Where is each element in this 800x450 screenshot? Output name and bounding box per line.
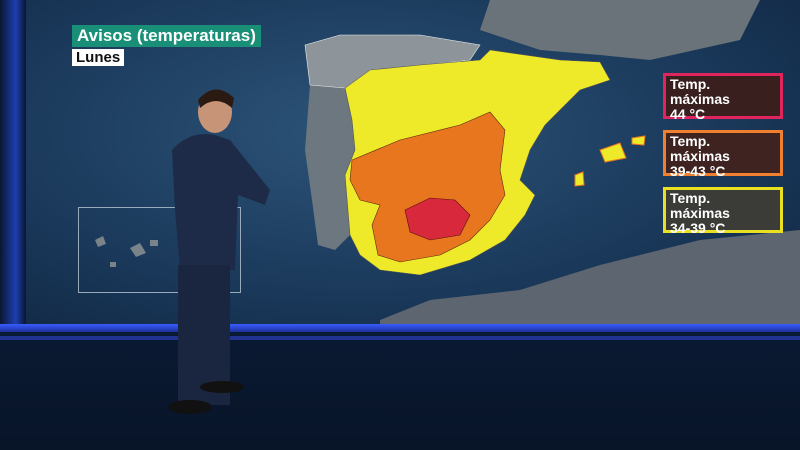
orange-warning-zone: [349, 111, 506, 263]
legend-yellow: Temp. máximas 34-39 °C: [663, 187, 783, 236]
legend-range: 34-39 °C: [670, 220, 726, 236]
map-title: Avisos (temperaturas): [72, 25, 261, 47]
balearic-islands: [574, 135, 646, 187]
day-label: Lunes: [72, 49, 125, 66]
legend-range: 44 °C: [670, 106, 706, 122]
legend-range: 39-43 °C: [670, 163, 726, 179]
red-warning-zone: [404, 197, 471, 241]
africa-landmass: [380, 230, 800, 330]
studio-led-stripe: [0, 324, 800, 332]
presenter: [168, 89, 270, 414]
france-landmass: [480, 0, 760, 60]
portugal-landmass: [305, 85, 355, 250]
canary-islands: [95, 236, 158, 267]
legend-red: Temp. máximas 44 °C: [663, 73, 783, 122]
canary-islands-inset: [78, 207, 241, 293]
studio-light-bar: [0, 0, 26, 340]
legend-orange: Temp. máximas 39-43 °C: [663, 130, 783, 179]
studio-floor: [0, 330, 800, 450]
